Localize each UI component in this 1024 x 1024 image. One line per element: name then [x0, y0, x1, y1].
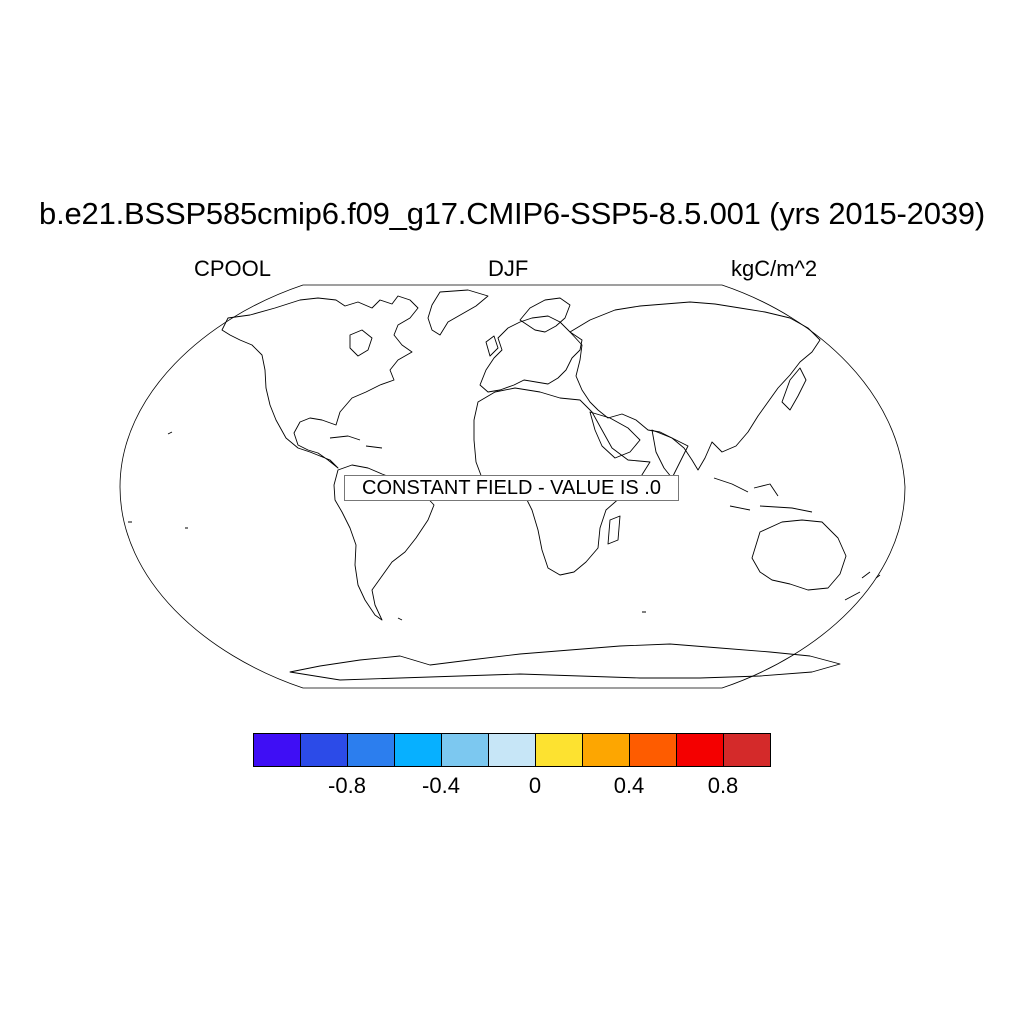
new-zealand	[844, 571, 871, 601]
season-label: DJF	[488, 256, 529, 281]
colorbar-box	[442, 734, 489, 766]
colorbar-tick-label: 0.8	[707, 773, 739, 798]
colorbar-tick-label: -0.8	[328, 773, 366, 798]
madagascar	[607, 515, 621, 545]
small-islands	[128, 431, 881, 621]
colorbar	[253, 733, 771, 767]
colorbar-box	[724, 734, 770, 766]
colorbar-box	[301, 734, 348, 766]
variable-label: CPOOL	[194, 256, 272, 281]
colorbar-tick-label: 0	[528, 773, 542, 798]
caribbean-islands	[329, 435, 383, 449]
colorbar-tick-label: 0.4	[613, 773, 645, 798]
constant-field-message: CONSTANT FIELD - VALUE IS .0	[344, 475, 679, 501]
plot-title: b.e21.BSSP585cmip6.f09_g17.CMIP6-SSP5-8.…	[39, 196, 985, 231]
colorbar-box	[395, 734, 442, 766]
colorbar-box	[348, 734, 395, 766]
greenland-coast	[427, 289, 489, 336]
australia-coast	[751, 519, 847, 591]
india	[651, 429, 689, 479]
europe-coast	[479, 315, 583, 393]
british-isles	[485, 335, 499, 357]
colorbar-tick-label: -0.4	[422, 773, 460, 798]
colorbar-box	[254, 734, 301, 766]
colorbar-box	[489, 734, 536, 766]
antarctica-coast	[289, 643, 841, 681]
north-america-coast	[221, 295, 419, 469]
asia-coast	[569, 301, 821, 471]
scandinavia-coast	[519, 297, 571, 333]
colorbar-box	[677, 734, 724, 766]
units-label: kgC/m^2	[731, 256, 818, 281]
colorbar-box	[583, 734, 630, 766]
arabian-peninsula	[589, 411, 641, 459]
map-frame	[119, 284, 906, 689]
japan	[781, 367, 807, 411]
indonesia-islands	[713, 477, 813, 513]
hudson-bay	[349, 329, 373, 357]
colorbar-box	[630, 734, 677, 766]
colorbar-box	[536, 734, 583, 766]
